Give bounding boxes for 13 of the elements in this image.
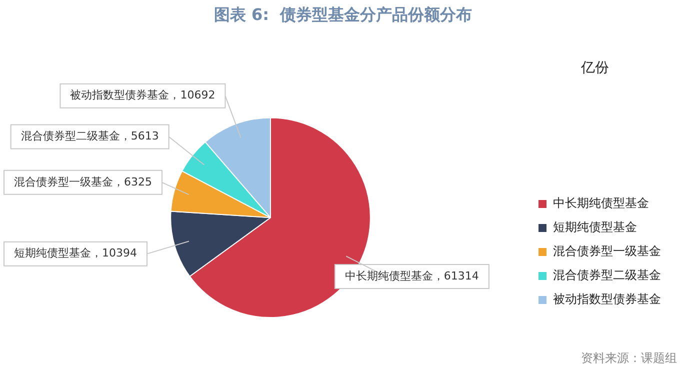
legend-label: 混合债券型二级基金 [553, 268, 661, 282]
text: 资料来源：课题组 [581, 351, 677, 365]
text: 亿份 [580, 60, 609, 76]
chart-title: 图表 6: 债券型基金分产品份额分布 [214, 4, 472, 24]
legend-label: 被动指数型债券基金 [553, 292, 661, 306]
data-label: 中长期纯债型基金，61314 [344, 269, 479, 282]
legend-label: 短期纯债型基金 [553, 220, 637, 234]
data-label: 被动指数型债券基金，10692 [70, 88, 216, 102]
data-label: 混合债券型二级基金，5613 [20, 130, 159, 143]
data-label: 短期纯债型基金，10394 [14, 246, 137, 260]
legend-label: 混合债券型一级基金 [553, 244, 661, 258]
data-label: 混合债券型一级基金，6325 [14, 175, 152, 188]
legend-label: 中长期纯债型基金 [553, 196, 649, 210]
